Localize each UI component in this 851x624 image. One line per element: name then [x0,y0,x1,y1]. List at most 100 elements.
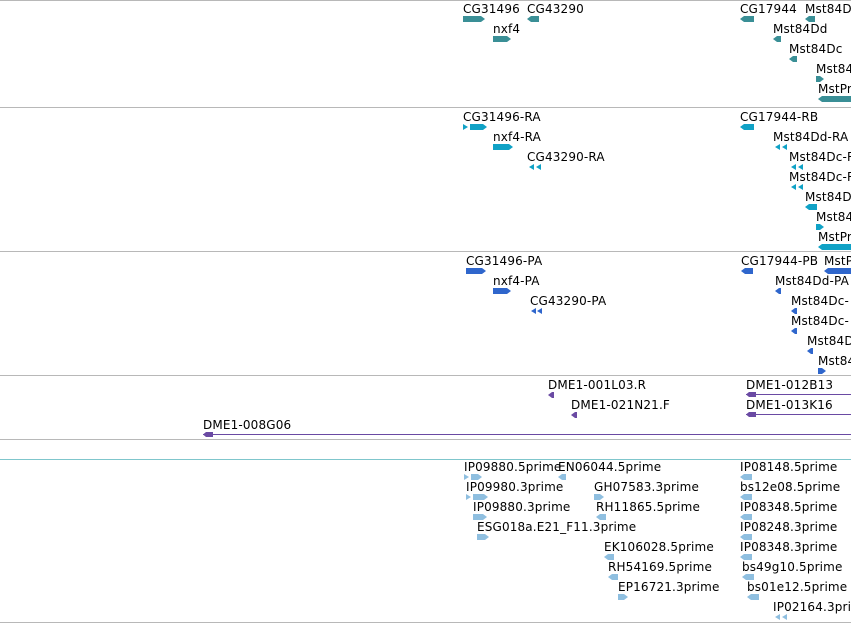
feature-label[interactable]: Mst84D [805,190,851,204]
feature-label[interactable]: RH11865.5prime [596,500,701,514]
feature-label[interactable]: DME1-021N21.F [571,398,670,412]
feature-glyph-icon[interactable] [818,244,851,250]
feature-label[interactable]: CG17944-RB [740,110,819,124]
feature-glyph-icon[interactable] [740,124,756,130]
feature-label[interactable]: Mst84Dd [773,22,828,36]
feature-label[interactable]: nxf4-PA [493,274,540,288]
feature-label[interactable]: CG43290-PA [530,294,607,308]
feature-glyph-icon[interactable] [608,574,620,580]
feature-glyph-icon[interactable] [824,268,851,274]
feature-glyph-icon[interactable] [558,474,568,480]
feature-glyph-icon[interactable] [493,288,513,294]
feature-label[interactable]: Mst84 [818,354,851,368]
feature-glyph-icon[interactable] [596,514,608,520]
feature-glyph-icon[interactable] [527,164,543,170]
feature-label[interactable]: IP09880.5prime [464,460,562,474]
feature-label[interactable]: Mst84Dd-PA [775,274,849,288]
feature-glyph-icon[interactable] [493,144,515,150]
feature-glyph-icon[interactable] [571,412,579,418]
feature-glyph-icon[interactable] [466,494,490,500]
feature-glyph-icon[interactable] [618,594,630,600]
feature-glyph-icon[interactable] [789,184,805,190]
feature-label[interactable]: CG31496-RA [463,110,541,124]
feature-glyph-icon[interactable] [466,268,488,274]
feature-label[interactable]: GH07583.3prime [594,480,700,494]
feature-label[interactable]: Mst84 [816,62,851,76]
feature-label[interactable]: ESG018a.E21_F11.3prime [477,520,637,534]
feature-glyph-icon[interactable] [740,474,754,480]
feature-label[interactable]: bs12e08.5prime [740,480,841,494]
feature-label[interactable]: DME1-013K16 [746,398,833,412]
feature-glyph-icon[interactable] [789,164,805,170]
feature-glyph-icon[interactable] [789,56,799,62]
feature-label[interactable]: IP08248.3prime [740,520,838,534]
feature-label[interactable]: EN06044.5prime [558,460,662,474]
feature-label[interactable]: Mst84Dc-R [789,150,851,164]
feature-label[interactable]: IP09880.3prime [473,500,571,514]
feature-label[interactable]: MstPr [818,82,851,96]
feature-glyph-icon[interactable] [816,76,826,82]
feature-label[interactable]: CG17944-PB [741,254,819,268]
feature-label[interactable]: IP09980.3prime [466,480,564,494]
feature-label[interactable]: bs01e12.5prime [747,580,848,594]
feature-glyph-icon[interactable] [773,614,789,620]
feature-label[interactable]: CG43290-RA [527,150,605,164]
feature-glyph-icon[interactable] [740,534,754,540]
feature-glyph-icon[interactable] [463,124,489,130]
feature-glyph-icon[interactable] [773,36,783,42]
feature-label[interactable]: CG17944 [740,2,797,16]
feature-glyph-icon[interactable] [746,412,851,418]
feature-glyph-icon[interactable] [746,392,851,398]
feature-label[interactable]: IP08348.5prime [740,500,838,514]
feature-label[interactable]: bs49g10.5prime [742,560,843,574]
feature-glyph-icon[interactable] [773,144,789,150]
feature-label[interactable]: RH54169.5prime [608,560,713,574]
feature-glyph-icon[interactable] [818,96,851,102]
feature-glyph-icon[interactable] [473,514,489,520]
feature-label[interactable]: Mst84 [816,210,851,224]
feature-glyph-icon[interactable] [791,308,799,314]
feature-label[interactable]: DME1-012B13 [746,378,834,392]
feature-glyph-icon[interactable] [463,16,487,22]
feature-label[interactable]: Mst84D [805,2,851,16]
feature-glyph-icon[interactable] [740,16,756,22]
feature-glyph-icon[interactable] [740,494,754,500]
feature-glyph-icon[interactable] [548,392,556,398]
feature-label[interactable]: Mst84Dd-RA [773,130,849,144]
feature-glyph-icon[interactable] [805,16,817,22]
feature-label[interactable]: MstP [824,254,851,268]
feature-glyph-icon[interactable] [805,204,819,210]
feature-glyph-icon[interactable] [818,368,828,374]
feature-glyph-icon[interactable] [747,594,761,600]
feature-glyph-icon[interactable] [775,288,783,294]
feature-glyph-icon[interactable] [493,36,513,42]
feature-label[interactable]: IP02164.3prime [773,600,851,614]
feature-glyph-icon[interactable] [464,474,484,480]
feature-glyph-icon[interactable] [477,534,491,540]
feature-label[interactable]: Mst84Dc- [791,314,849,328]
feature-glyph-icon[interactable] [741,268,755,274]
feature-glyph-icon[interactable] [740,554,754,560]
feature-label[interactable]: CG43290 [527,2,584,16]
feature-label[interactable]: CG31496-PA [466,254,543,268]
feature-label[interactable]: nxf4-RA [493,130,542,144]
feature-glyph-icon[interactable] [807,348,815,354]
feature-glyph-icon[interactable] [594,494,606,500]
feature-label[interactable]: IP08348.3prime [740,540,838,554]
feature-label[interactable]: Mst84Dc-R [789,170,851,184]
feature-glyph-icon[interactable] [604,554,616,560]
feature-label[interactable]: DME1-008G06 [203,418,292,432]
feature-glyph-icon[interactable] [740,514,754,520]
feature-label[interactable]: nxf4 [493,22,521,36]
feature-label[interactable]: EK106028.5prime [604,540,714,554]
feature-label[interactable]: Mst84D [807,334,851,348]
feature-label[interactable]: CG31496 [463,2,520,16]
feature-label[interactable]: IP08148.5prime [740,460,838,474]
feature-label[interactable]: Mst84Dc [789,42,843,56]
feature-glyph-icon[interactable] [527,16,541,22]
feature-label[interactable]: EP16721.3prime [618,580,720,594]
feature-glyph-icon[interactable] [530,308,544,314]
feature-glyph-icon[interactable] [203,432,851,438]
feature-label[interactable]: Mst84Dc- [791,294,849,308]
feature-label[interactable]: DME1-001L03.R [548,378,647,392]
